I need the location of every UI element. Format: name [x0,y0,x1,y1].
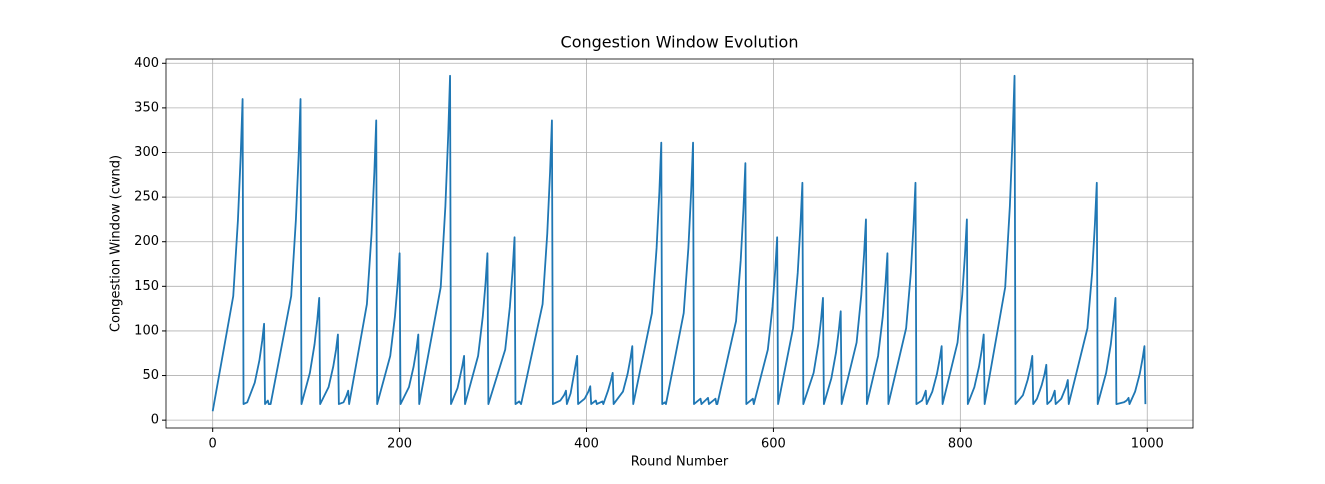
y-tick-label: 0 [151,413,159,428]
x-tick-label: 800 [948,437,973,452]
y-tick-label: 150 [134,279,159,294]
y-tick-label: 200 [134,234,159,249]
y-axis-label: Congestion Window (cwnd) [109,155,124,332]
plot-frame [165,58,1194,429]
x-tick-label: 600 [761,437,786,452]
x-tick-label: 1000 [1131,437,1164,452]
y-tick-label: 250 [134,190,159,205]
y-tick-label: 400 [134,56,159,71]
x-tick-label: 200 [387,437,412,452]
y-tick-label: 50 [142,368,159,383]
x-axis-label: Round Number [631,455,729,470]
data-line [211,74,1147,412]
x-tick-label: 400 [574,437,599,452]
x-tick-label: 0 [209,437,217,452]
y-tick-label: 350 [134,100,159,115]
y-tick-label: 100 [134,323,159,338]
chart-title: Congestion Window Evolution [561,33,799,52]
y-tick-label: 300 [134,145,159,160]
